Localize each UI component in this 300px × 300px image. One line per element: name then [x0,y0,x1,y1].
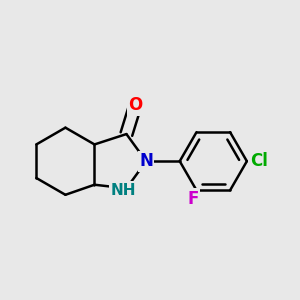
Text: N: N [139,152,153,170]
Text: NH: NH [110,183,136,198]
Text: F: F [188,190,199,208]
Text: Cl: Cl [250,152,268,170]
Text: O: O [128,96,142,114]
